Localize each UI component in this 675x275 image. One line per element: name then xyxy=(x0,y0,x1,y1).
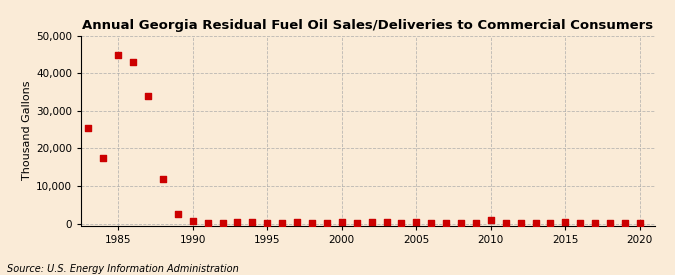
Point xyxy=(262,221,273,225)
Point xyxy=(590,221,601,225)
Point xyxy=(545,221,556,225)
Point xyxy=(485,218,496,222)
Point xyxy=(142,94,153,98)
Point xyxy=(173,212,184,216)
Point xyxy=(411,220,422,225)
Point xyxy=(426,221,437,225)
Point xyxy=(83,126,94,130)
Point xyxy=(217,221,228,225)
Point xyxy=(575,221,586,225)
Point xyxy=(456,221,466,225)
Point xyxy=(292,220,302,225)
Point xyxy=(202,221,213,225)
Point xyxy=(560,220,571,225)
Y-axis label: Thousand Gallons: Thousand Gallons xyxy=(22,81,32,180)
Point xyxy=(605,221,616,225)
Point xyxy=(441,221,452,225)
Point xyxy=(381,219,392,224)
Point xyxy=(321,221,332,225)
Text: Source: U.S. Energy Information Administration: Source: U.S. Energy Information Administ… xyxy=(7,264,238,274)
Point xyxy=(157,176,168,181)
Point xyxy=(128,60,138,64)
Point xyxy=(232,220,243,224)
Point xyxy=(470,221,481,225)
Point xyxy=(396,221,407,225)
Point xyxy=(530,221,541,225)
Point xyxy=(247,220,258,225)
Point xyxy=(188,219,198,223)
Point xyxy=(620,221,630,225)
Point xyxy=(98,156,109,160)
Point xyxy=(277,221,288,225)
Title: Annual Georgia Residual Fuel Oil Sales/Deliveries to Commercial Consumers: Annual Georgia Residual Fuel Oil Sales/D… xyxy=(82,19,653,32)
Point xyxy=(367,220,377,225)
Point xyxy=(306,221,317,225)
Point xyxy=(634,221,645,226)
Point xyxy=(336,220,347,224)
Point xyxy=(500,221,511,225)
Point xyxy=(351,221,362,225)
Point xyxy=(515,221,526,225)
Point xyxy=(113,52,124,57)
